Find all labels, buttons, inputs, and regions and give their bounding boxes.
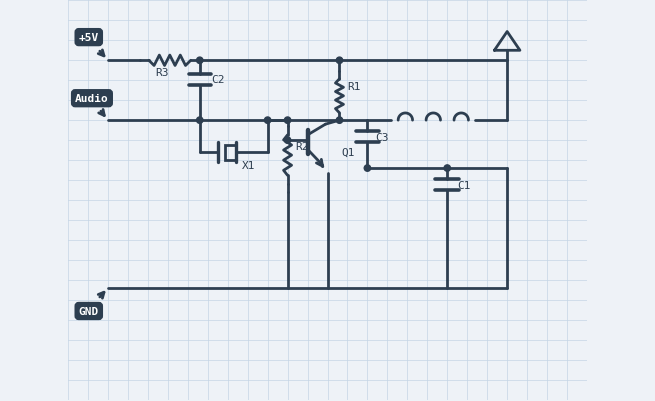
Circle shape xyxy=(364,166,371,172)
Circle shape xyxy=(265,117,271,124)
Text: R3: R3 xyxy=(155,68,168,78)
Circle shape xyxy=(444,166,451,172)
Circle shape xyxy=(196,58,203,64)
Text: Audio: Audio xyxy=(75,94,109,104)
Text: R2: R2 xyxy=(295,142,309,152)
Circle shape xyxy=(284,138,291,144)
Text: R1: R1 xyxy=(347,82,361,92)
Text: C1: C1 xyxy=(457,180,471,190)
Text: X1: X1 xyxy=(242,160,255,170)
Text: +5V: +5V xyxy=(79,33,99,43)
Text: C3: C3 xyxy=(375,133,389,143)
Text: C2: C2 xyxy=(212,75,225,85)
Text: Q1: Q1 xyxy=(341,148,355,158)
Text: GND: GND xyxy=(79,306,99,316)
Circle shape xyxy=(196,117,203,124)
Circle shape xyxy=(336,117,343,124)
Bar xyxy=(225,145,236,160)
Circle shape xyxy=(336,58,343,64)
Circle shape xyxy=(284,117,291,124)
